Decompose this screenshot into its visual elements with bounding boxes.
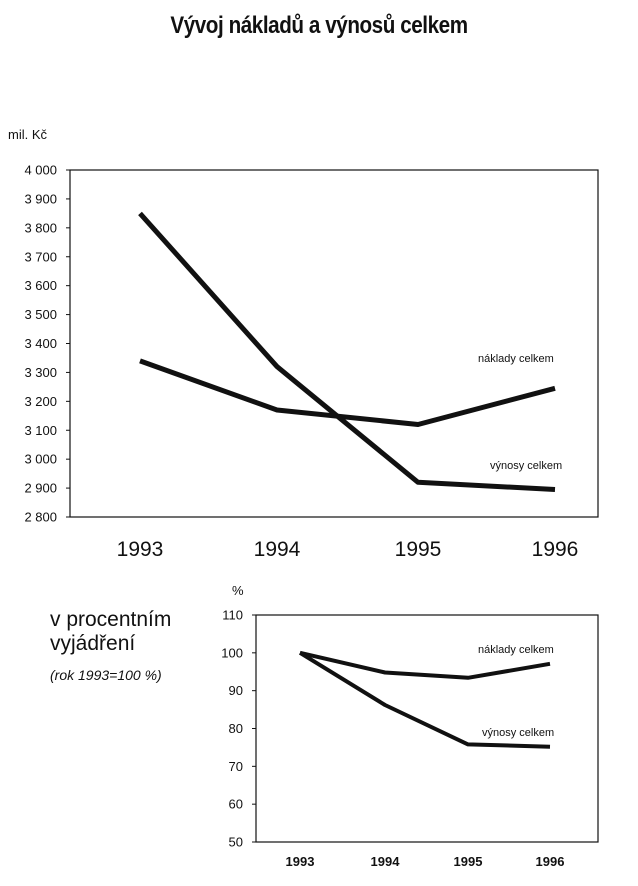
side-caption: v procentním vyjádření (50, 608, 171, 656)
chart2-series-line-1 (299, 650, 551, 680)
chart2-series-label-1: náklady celkem (478, 644, 554, 656)
chart2-y-tick-label: 80 (229, 721, 243, 736)
chart2-unit-label: % (232, 583, 244, 598)
chart1-y-tick-label: 3 500 (24, 307, 57, 322)
page-title: Vývoj nákladů a výnosů celkem (170, 12, 468, 39)
chart1-y-tick-label: 3 000 (24, 452, 57, 467)
chart2-x-tick-label: 1994 (371, 854, 401, 869)
chart1-series-line-1 (139, 358, 556, 427)
chart2-y-tick-label: 100 (221, 645, 243, 660)
chart2-series-label-2: výnosy celkem (482, 727, 554, 739)
chart1-y-tick-label: 3 800 (24, 220, 57, 235)
chart1-y-tick-label: 2 900 (24, 481, 57, 496)
chart1-series-line-2 (138, 211, 556, 492)
chart1-x-tick-label: 1993 (117, 538, 164, 561)
chart1-x-tick-label: 1996 (532, 538, 579, 561)
chart1-series-label-1: náklady celkem (478, 353, 554, 365)
chart2-y-tick-label: 70 (229, 759, 243, 774)
chart1-y-tick-label: 3 900 (24, 191, 57, 206)
chart1-y-tick-label: 3 200 (24, 394, 57, 409)
chart1-y-tick-label: 2 800 (24, 510, 57, 525)
chart2-series-line-2 (298, 651, 551, 749)
side-caption-note: (rok 1993=100 %) (50, 667, 162, 683)
chart1-series-label-2: výnosy celkem (490, 460, 562, 472)
chart1-y-tick-label: 3 600 (24, 278, 57, 293)
side-caption-line2: vyjádření (50, 632, 136, 655)
chart2-y-tick-label: 110 (222, 608, 243, 623)
chart1-y-tick-label: 3 100 (24, 423, 57, 438)
chart2-x-tick-label: 1996 (536, 854, 565, 869)
chart2-y-tick-label: 90 (229, 683, 243, 698)
side-caption-line1: v procentním (50, 608, 172, 631)
chart2-y-tick-label: 60 (229, 797, 243, 812)
chart1-x-tick-label: 1994 (254, 538, 301, 561)
chart1-y-tick-label: 4 000 (24, 163, 57, 178)
chart1-x-tick-label: 1995 (395, 538, 442, 561)
chart2-x-tick-label: 1993 (286, 854, 315, 869)
chart1-y-tick-label: 3 700 (24, 249, 57, 264)
chart1-y-tick-label: 3 400 (24, 336, 57, 351)
chart1-y-tick-label: 3 300 (24, 365, 57, 380)
chart1-unit-label: mil. Kč (8, 127, 48, 142)
chart2-x-tick-label: 1995 (454, 854, 483, 869)
chart2-y-tick-label: 50 (229, 835, 243, 850)
